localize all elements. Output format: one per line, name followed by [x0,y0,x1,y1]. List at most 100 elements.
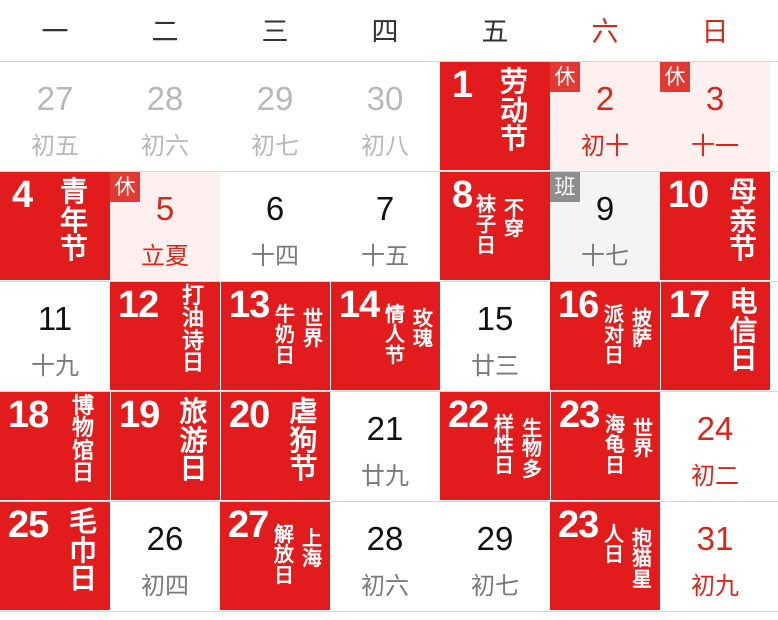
festival-name: 劳动节 [499,65,528,156]
day-cell[interactable]: 22 样性日生物多 [440,392,550,500]
weekday-mon: 一 [41,17,69,48]
day-cell[interactable]: 20 虐狗节 [220,392,330,500]
day-cell[interactable]: 28 初六 [330,502,440,610]
day-number: 7 [375,190,395,227]
lunar-date: 初七 [251,132,299,160]
day-cell[interactable]: 30 初八 [330,62,440,170]
weekday-header: 一 二 三 四 五 六 日 [0,0,778,62]
festival-name: 打油诗日 [181,284,204,377]
lunar-date: 立夏 [141,242,189,270]
day-number: 9 [595,190,615,227]
weekday-wed: 三 [261,17,289,48]
weekday-fri: 五 [481,17,509,48]
day-cell[interactable]: 31 初九 [660,502,770,610]
day-number: 28 [366,520,404,557]
lunar-date: 初二 [691,462,739,490]
festival-prefix: 玫瑰 [413,306,433,351]
day-number: 21 [366,410,404,447]
day-number: 20 [229,394,270,436]
rest-day-badge: 休 [110,172,140,202]
lunar-date: 初四 [141,572,189,600]
lunar-date: 廿九 [361,462,409,490]
festival-name: 旅游日 [179,395,208,486]
lunar-date: 廿三 [471,352,519,380]
lunar-date: 十五 [361,242,409,270]
day-cell[interactable]: 27 解放日上海 [220,502,330,610]
row-separator [0,171,778,172]
day-cell[interactable]: 26 初四 [110,502,220,610]
lunar-date: 十七 [581,242,629,270]
day-number: 27 [228,504,269,546]
day-cell[interactable]: 11 十九 [0,282,110,390]
day-number: 23 [559,394,600,436]
festival-prefix: 抱猫星 [632,526,652,591]
day-number: 14 [339,284,380,326]
day-cell[interactable]: 7 十五 [330,172,440,280]
row-separator [0,281,778,282]
day-cell[interactable]: 1 劳动节 [440,62,550,170]
day-number: 29 [256,80,294,117]
day-cell[interactable]: 28 初六 [110,62,220,170]
day-number: 29 [476,520,514,557]
lunar-date: 初十 [581,132,629,160]
day-number: 6 [265,190,285,227]
day-number: 19 [119,394,160,436]
day-cell[interactable]: 2 初十 休 [550,62,660,170]
day-cell[interactable]: 16 派对日披萨 [550,282,660,390]
festival-prefix: 生物多 [522,416,542,481]
day-cell[interactable]: 4 青年节 [0,172,110,280]
day-cell[interactable]: 29 初七 [220,62,330,170]
day-cell[interactable]: 18 博物馆日 [0,392,110,500]
lunar-date: 十四 [251,242,299,270]
festival-name: 青年节 [59,175,88,266]
day-number: 2 [595,80,615,117]
day-number: 30 [366,80,404,117]
day-cell[interactable]: 5 立夏 休 [110,172,220,280]
day-number: 17 [669,284,710,326]
day-cell[interactable]: 17 电信日 [660,282,770,390]
day-cell[interactable]: 29 初七 [440,502,550,610]
day-cell[interactable]: 23 人日抱猫星 [550,502,660,610]
day-number: 1 [452,64,473,106]
day-number: 8 [452,174,473,216]
festival-prefix: 世界 [303,306,323,351]
day-cell[interactable]: 15 廿三 [440,282,550,390]
lunar-date: 初六 [361,572,409,600]
festival-name: 人日 [604,522,624,567]
festival-name: 情人节 [385,302,405,367]
lunar-date: 十一 [691,132,739,160]
festival-name: 样性日 [494,412,514,477]
festival-prefix: 上海 [302,526,322,571]
day-cell[interactable]: 25 毛巾日 [0,502,110,610]
festival-name: 博物馆日 [71,394,94,487]
lunar-date: 初八 [361,132,409,160]
day-cell[interactable]: 24 初二 [660,392,770,500]
day-cell[interactable]: 10 母亲节 [660,172,770,280]
day-number: 10 [668,174,709,216]
day-cell[interactable]: 27 初五 [0,62,110,170]
day-cell[interactable]: 9 十七 班 [550,172,660,280]
day-cell[interactable]: 13 牛奶日世界 [220,282,330,390]
day-cell[interactable]: 23 海龟日世界 [550,392,660,500]
festival-name: 派对日 [604,302,624,367]
festival-prefix: 不穿 [504,196,524,241]
festival-name: 母亲节 [728,175,757,266]
day-number: 26 [146,520,184,557]
day-number: 12 [118,284,159,326]
day-cell[interactable]: 14 情人节玫瑰 [330,282,440,390]
weekday-sat: 六 [591,17,619,48]
festival-prefix: 披萨 [632,306,652,351]
weekday-sun: 日 [701,17,729,48]
row-separator [0,61,778,62]
day-number: 23 [558,504,599,546]
day-cell[interactable]: 6 十四 [220,172,330,280]
lunar-date: 初六 [141,132,189,160]
day-number: 18 [8,394,49,436]
day-cell[interactable]: 3 十一 休 [660,62,770,170]
day-number: 13 [229,284,270,326]
day-cell[interactable]: 12 打油诗日 [110,282,220,390]
day-number: 16 [558,284,599,326]
day-cell[interactable]: 19 旅游日 [110,392,220,500]
day-cell[interactable]: 21 廿九 [330,392,440,500]
